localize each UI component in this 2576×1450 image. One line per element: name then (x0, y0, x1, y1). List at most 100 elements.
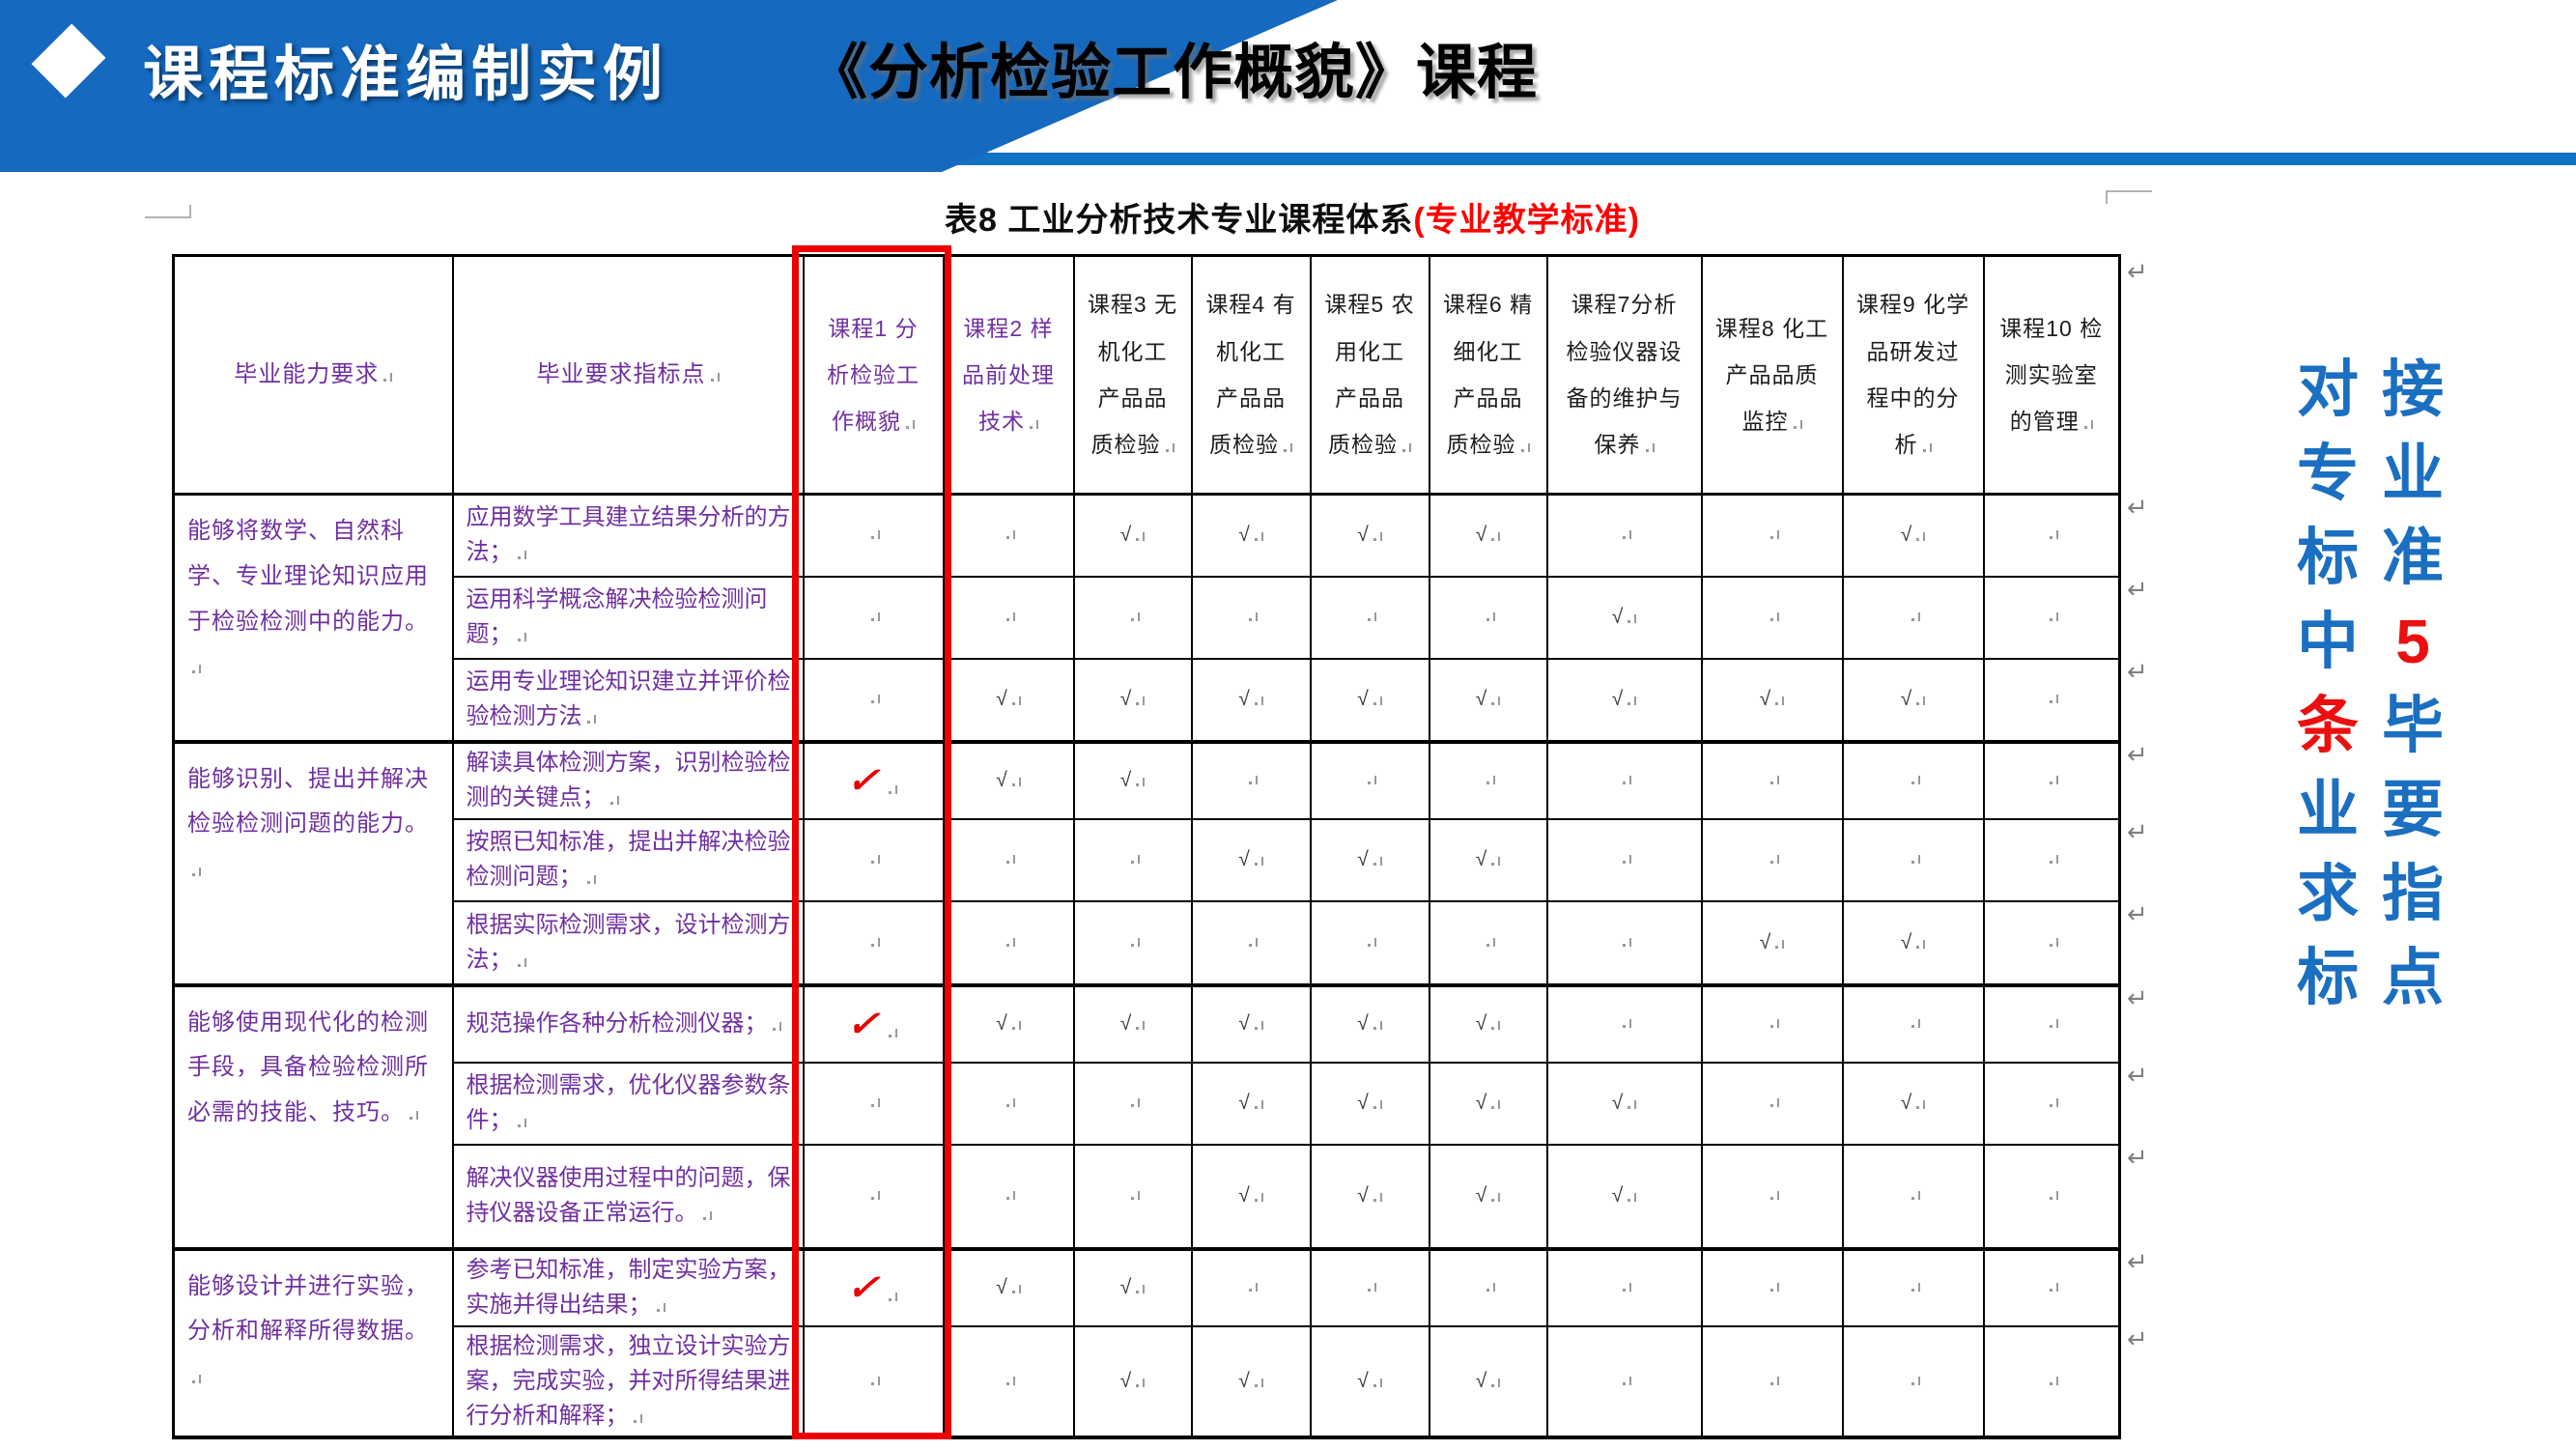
matrix-cell-course-6 (1428, 1247, 1548, 1327)
check-mark: √ (1611, 1184, 1624, 1207)
check-mark: √ (1119, 1012, 1132, 1035)
matrix-cell-course-9 (1841, 983, 1985, 1064)
matrix-cell-course-3: √ (1072, 493, 1193, 578)
matrix-cell-course-7: √ (1545, 657, 1703, 744)
matrix-cell-course-8 (1700, 1143, 1844, 1251)
graduation-course-table: 毕业能力要求 毕业要求指标点 课程1 分析检验工作概貌 课程2 样品前处理技术 课程3 … (172, 254, 2121, 1439)
paragraph-mark-icon: ↵ (2127, 1143, 2148, 1172)
cell-end-mark (1130, 612, 1140, 621)
matrix-cell-course-2: √ (942, 740, 1075, 820)
matrix-cell-course-4 (1190, 899, 1312, 987)
cell-end-mark (656, 1303, 665, 1312)
col-header-course-10: 课程10 检测实验室的管理 (1982, 254, 2121, 496)
table-row: 能够使用现代化的检测手段，具备检验检测所必需的技能、技巧。 规范操作各种分析检测仪… (172, 983, 2121, 1251)
matrix-cell-course-5: √ (1309, 1061, 1430, 1146)
cell-end-mark (888, 785, 897, 794)
matrix-cell-course-5: √ (1309, 817, 1430, 902)
cell-end-mark (633, 1413, 642, 1423)
annotation-char: 要 (2382, 775, 2444, 844)
annotation-char: 标 (2297, 523, 2359, 592)
matrix-cell-course-2: √ (942, 1247, 1075, 1327)
paragraph-mark-icon: ↵ (2127, 657, 2148, 686)
cell-end-mark (870, 530, 880, 540)
matrix-cell-course-8 (1700, 740, 1844, 820)
check-mark: √ (1475, 1369, 1487, 1392)
check-mark: √ (1900, 688, 1912, 710)
cell-end-mark (1915, 697, 1926, 705)
check-mark: √ (1119, 688, 1132, 710)
cell-end-mark (1915, 1100, 1926, 1109)
table-caption-highlight: (专业教学标准) (1413, 202, 1641, 239)
matrix-cell-course-5: √ (1309, 1324, 1430, 1439)
col-header-course-6: 课程6 精细化工产品品质检验 (1428, 254, 1548, 496)
cell-end-mark (1373, 1100, 1382, 1109)
check-mark: √ (1611, 688, 1624, 710)
matrix-cell-course-9 (1841, 817, 1985, 902)
matrix-cell-course-1 (802, 493, 945, 578)
matrix-cell-course-8: √ (1700, 657, 1844, 744)
annotation-char: 业 (2297, 775, 2359, 844)
matrix-cell-course-8 (1700, 1061, 1844, 1146)
check-mark: √ (996, 688, 1007, 710)
cell-end-mark (1254, 1193, 1263, 1202)
cell-end-mark (1135, 697, 1146, 705)
indicator-cell: 运用专业理论知识建立并评价检验检测方法 (451, 657, 805, 744)
cell-end-mark (1401, 443, 1411, 453)
matrix-cell-course-3: √ (1072, 740, 1193, 820)
matrix-cell-course-4: √ (1190, 1324, 1312, 1439)
course-matrix-table: 毕业能力要求 毕业要求指标点 课程1 分析检验工作概貌 课程2 样品前处理技术 课程3 … (172, 254, 2121, 1439)
slide-title: 课程标准编制实例 (143, 42, 669, 108)
paragraph-mark-icon: ↵ (2127, 740, 2148, 769)
cell-end-mark (1622, 1376, 1631, 1385)
annotation-char: 求 (2297, 859, 2359, 928)
cell-end-mark (1011, 1285, 1021, 1294)
cell-end-mark (609, 796, 619, 805)
cell-end-mark (1622, 776, 1631, 784)
cell-end-mark (2049, 1376, 2058, 1385)
paragraph-mark-icon: ↵ (2127, 1324, 2148, 1353)
cell-end-mark (1248, 776, 1258, 784)
annotation-char: 标 (2297, 943, 2359, 1012)
check-mark: √ (1119, 1369, 1132, 1392)
matrix-cell-course-3 (1072, 817, 1193, 902)
annotation-char: 准 (2382, 523, 2444, 592)
check-mark: √ (1357, 688, 1369, 710)
cell-end-mark (1769, 1376, 1779, 1385)
cell-end-mark (382, 372, 393, 382)
matrix-cell-course-7 (1545, 1324, 1703, 1439)
cell-end-mark (870, 612, 880, 621)
cell-end-mark (1005, 612, 1015, 621)
matrix-cell-course-5 (1309, 899, 1430, 987)
cell-end-mark (1490, 532, 1501, 542)
matrix-cell-course-10 (1982, 657, 2121, 744)
annotation-char: 接 (2382, 355, 2444, 424)
cell-end-mark (1622, 1283, 1631, 1292)
check-mark: √ (1475, 848, 1487, 870)
indicator-cell: 运用科学概念解决检验检测问题； (451, 575, 805, 660)
matrix-cell-course-10 (1982, 575, 2121, 660)
cell-end-mark (1135, 1378, 1146, 1387)
check-mark: √ (1475, 688, 1487, 710)
cell-end-mark (1922, 443, 1932, 453)
check-mark: √ (1759, 688, 1771, 710)
annotation-char: 中 (2297, 607, 2359, 676)
cell-end-mark (2049, 855, 2058, 864)
col-header-course-9: 课程9 化学品研发过程中的分析 (1841, 254, 1985, 496)
cell-end-mark (2049, 612, 2058, 621)
indicator-cell: 根据检测需求，独立设计实验方案，完成实验，并对所得结果进行分析和解释； (451, 1324, 805, 1439)
cell-end-mark (1254, 1021, 1263, 1030)
paragraph-mark-icon: ↵ (2127, 817, 2148, 846)
matrix-cell-course-5 (1309, 1247, 1430, 1327)
col-header-course-3: 课程3 无机化工产品品质检验 (1072, 254, 1193, 496)
matrix-cell-course-4 (1190, 1247, 1312, 1327)
matrix-cell-course-9: √ (1841, 493, 1985, 578)
paragraph-mark-icon: ↵ (2127, 575, 2148, 604)
indicator-cell: 应用数学工具建立结果分析的方法； (451, 493, 805, 578)
cell-end-mark (1486, 1283, 1495, 1292)
matrix-cell-course-6: √ (1428, 1061, 1548, 1146)
cell-end-mark (888, 1029, 897, 1038)
check-mark: √ (996, 1012, 1007, 1035)
cell-end-mark (1769, 1283, 1779, 1292)
check-mark: √ (1119, 769, 1132, 791)
matrix-cell-course-3: √ (1072, 1324, 1193, 1439)
